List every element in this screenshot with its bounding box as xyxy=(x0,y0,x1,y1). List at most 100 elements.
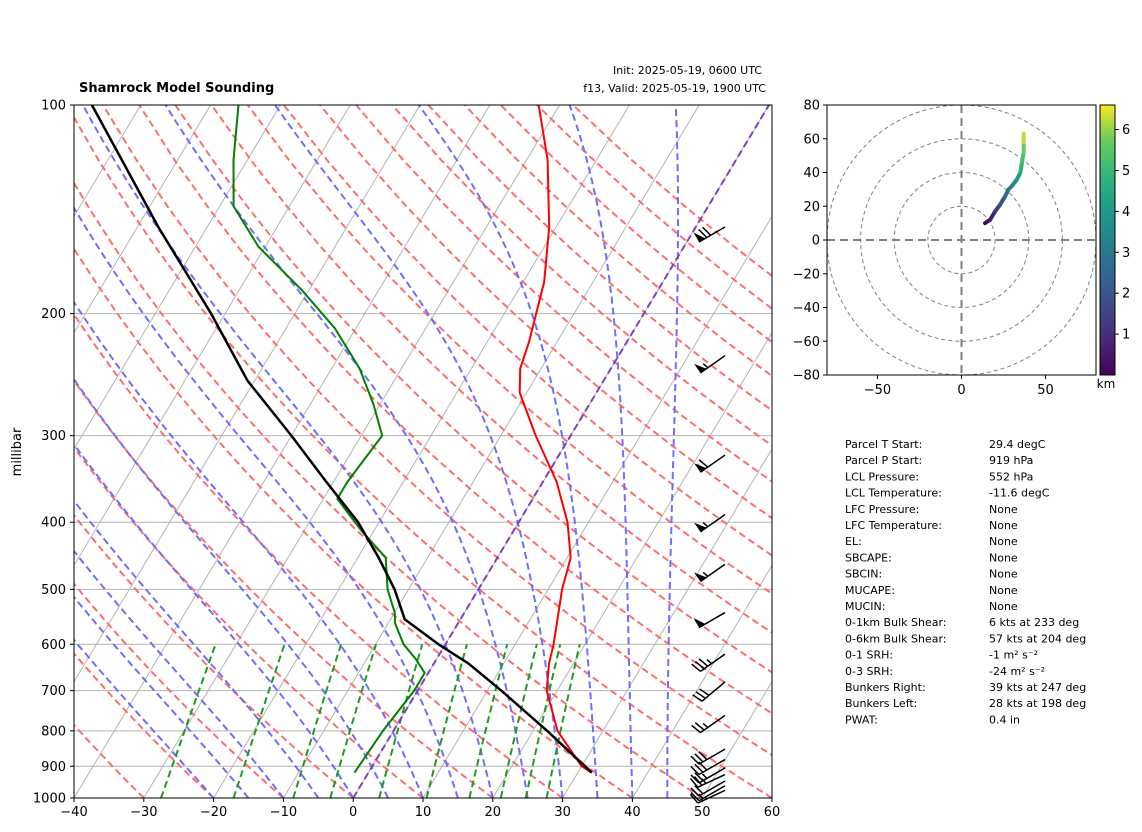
barb-staff xyxy=(698,611,726,629)
dry-adiabat xyxy=(499,105,772,344)
dry-adiabat xyxy=(427,105,772,412)
barb-full xyxy=(690,765,700,776)
colorbar-tick-label: 6 xyxy=(1122,123,1130,138)
param-value: 57 kts at 204 deg xyxy=(989,632,1086,645)
moist-adiabat xyxy=(74,442,355,798)
barb-full xyxy=(689,793,699,804)
param-value: None xyxy=(989,551,1018,564)
param-label: LFC Pressure: xyxy=(845,503,919,516)
isotherm-line xyxy=(74,105,421,683)
barb-full xyxy=(698,658,709,667)
barb-staff xyxy=(699,653,726,672)
isotherm-line xyxy=(701,680,772,798)
skew-t-profiles xyxy=(90,105,593,774)
barb-flag xyxy=(694,463,707,473)
wind-barb xyxy=(693,226,726,243)
param-value: None xyxy=(989,600,1018,613)
barb-half xyxy=(702,522,709,528)
y-tick-label: 200 xyxy=(41,307,66,322)
param-value: 0.4 in xyxy=(989,713,1020,726)
barb-full xyxy=(690,774,700,784)
parcel-profile xyxy=(90,105,593,774)
dry-adiabat xyxy=(74,582,285,798)
wind-barbs xyxy=(689,226,726,804)
dry-adiabat xyxy=(283,105,772,557)
wind-barb xyxy=(694,563,726,583)
mixing-ratio-line xyxy=(425,644,468,798)
param-label: Bunkers Right: xyxy=(845,681,926,694)
isotherm-line xyxy=(0,105,1,798)
moist-adiabat xyxy=(568,105,634,798)
hodograph-y-tick-label: −20 xyxy=(793,267,820,282)
barb-staff xyxy=(701,681,726,702)
barb-full xyxy=(698,751,708,761)
mixing-ratio-line xyxy=(499,644,538,798)
barb-flag xyxy=(693,618,706,628)
colorbar-ticks: 1 2 3 4 5 6 xyxy=(1115,123,1130,343)
barb-full xyxy=(692,694,703,702)
init-time: Init: 2025-05-19, 0600 UTC xyxy=(613,64,762,77)
dry-adiabat xyxy=(572,105,772,278)
hodograph-y-tick-label: −80 xyxy=(793,369,820,384)
barb-full xyxy=(693,776,703,786)
param-label: 0-1 SRH: xyxy=(845,649,893,662)
x-tick-label: −10 xyxy=(270,805,297,820)
param-label: Bunkers Left: xyxy=(845,697,917,710)
wind-barb xyxy=(690,780,726,797)
y-tick-label: 900 xyxy=(41,760,66,775)
barb-full xyxy=(702,226,712,236)
y-tick-label: 700 xyxy=(41,684,66,699)
param-value: 28 kts at 198 deg xyxy=(989,697,1086,710)
barb-full xyxy=(690,787,700,797)
mixing-ratio-line xyxy=(292,643,343,798)
wind-barb xyxy=(691,714,726,734)
param-label: PWAT: xyxy=(845,713,878,726)
wind-barb xyxy=(691,653,726,672)
param-label: MUCIN: xyxy=(845,600,885,613)
isotherm-line xyxy=(282,105,700,798)
y-tick-label: 400 xyxy=(41,516,66,531)
param-label: SBCAPE: xyxy=(845,551,892,564)
chart-title: Shamrock Model Sounding xyxy=(79,81,274,96)
wind-barb xyxy=(690,748,726,765)
temperature-profile xyxy=(518,105,593,774)
y-tick-label: 800 xyxy=(41,724,66,739)
barb-full xyxy=(694,722,705,731)
isotherm-line xyxy=(631,564,772,798)
colorbar xyxy=(1099,104,1116,376)
hodograph-trace xyxy=(983,131,1026,226)
x-tick-label: 20 xyxy=(485,805,502,820)
moist-adiabat xyxy=(74,206,459,798)
param-value: 552 hPa xyxy=(989,470,1033,483)
hodograph-rings xyxy=(827,105,1096,375)
wind-barb xyxy=(694,513,726,533)
hodograph-y-tick-label: 80 xyxy=(803,99,820,114)
parameter-table: Parcel T Start: 29.4 degC Parcel P Start: 9… xyxy=(845,438,1086,726)
barb-staff xyxy=(698,748,726,765)
barb-flag xyxy=(694,363,707,373)
param-value: None xyxy=(989,584,1018,597)
param-label: 0-6km Bulk Shear: xyxy=(845,632,947,645)
hodograph-x-tick-label: −50 xyxy=(864,383,891,398)
param-value: 6 kts at 233 deg xyxy=(989,616,1079,629)
isotherm-line xyxy=(143,105,561,798)
param-value: None xyxy=(989,519,1018,532)
mixing-ratio-line xyxy=(378,644,424,798)
dry-adiabat xyxy=(355,105,772,483)
dry-adiabat xyxy=(74,115,772,798)
barb-staff xyxy=(697,773,726,788)
moist-adiabat xyxy=(74,300,424,798)
barb-full xyxy=(694,660,705,670)
param-value: -24 m² s⁻² xyxy=(989,665,1045,678)
dry-adiabat xyxy=(74,378,494,798)
x-tick-label: −30 xyxy=(130,805,157,820)
zero-isotherm xyxy=(352,105,770,798)
moist-adiabat xyxy=(417,105,599,798)
param-value: 29.4 degC xyxy=(989,438,1046,451)
barb-staff xyxy=(699,563,726,583)
barb-full xyxy=(691,724,701,734)
barb-full xyxy=(694,763,704,773)
param-label: EL: xyxy=(845,535,862,548)
barb-staff xyxy=(698,780,726,797)
